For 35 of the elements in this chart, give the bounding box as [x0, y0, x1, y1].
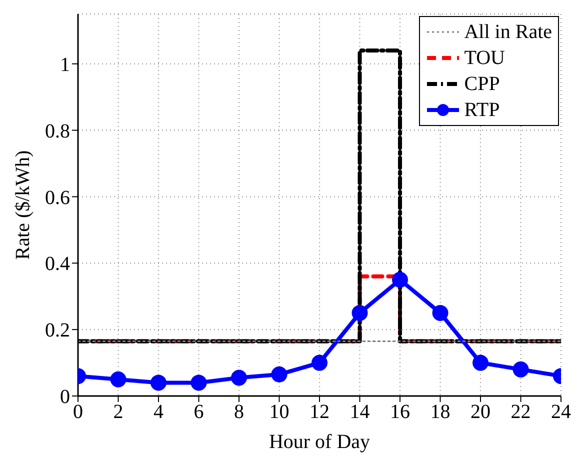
y-tick-label: 0.8 — [45, 120, 70, 142]
point — [472, 354, 488, 371]
legend-label: RTP — [464, 98, 500, 122]
y-tick-label: 0 — [60, 386, 70, 408]
x-axis-title: Hour of Day — [268, 431, 370, 453]
point — [150, 374, 166, 391]
x-tick-label: 22 — [510, 401, 531, 424]
x-tick-label: 18 — [430, 401, 450, 424]
x-tick-label: 10 — [269, 401, 290, 424]
x-tick-label: 4 — [154, 401, 164, 424]
y-axis-title: Rate ($/kWh) — [12, 150, 34, 260]
y-tick-label: 0.2 — [45, 320, 70, 342]
x-tick-label: 20 — [470, 401, 490, 424]
point — [432, 304, 448, 321]
y-tick-label: 0.4 — [45, 253, 70, 276]
point — [352, 304, 368, 321]
point — [271, 366, 288, 382]
point — [190, 374, 207, 391]
y-tick-label: 0.6 — [45, 186, 70, 209]
y-tick-label: 1 — [60, 54, 70, 76]
x-tick-label: 16 — [390, 401, 410, 424]
legend-label: CPP — [464, 72, 500, 96]
x-tick-label: 12 — [310, 401, 330, 424]
point — [110, 371, 126, 388]
x-tick-label: 24 — [551, 401, 571, 424]
point — [512, 361, 529, 378]
x-tick-label: 8 — [234, 401, 244, 424]
x-tick-label: 6 — [194, 401, 204, 424]
x-tick-label: 2 — [113, 401, 124, 424]
legend-label: All in Rate — [464, 20, 552, 44]
point — [231, 370, 247, 386]
point — [392, 272, 408, 288]
point — [312, 354, 328, 371]
x-tick-label: 14 — [350, 401, 370, 424]
legend-label: TOU — [464, 46, 505, 70]
